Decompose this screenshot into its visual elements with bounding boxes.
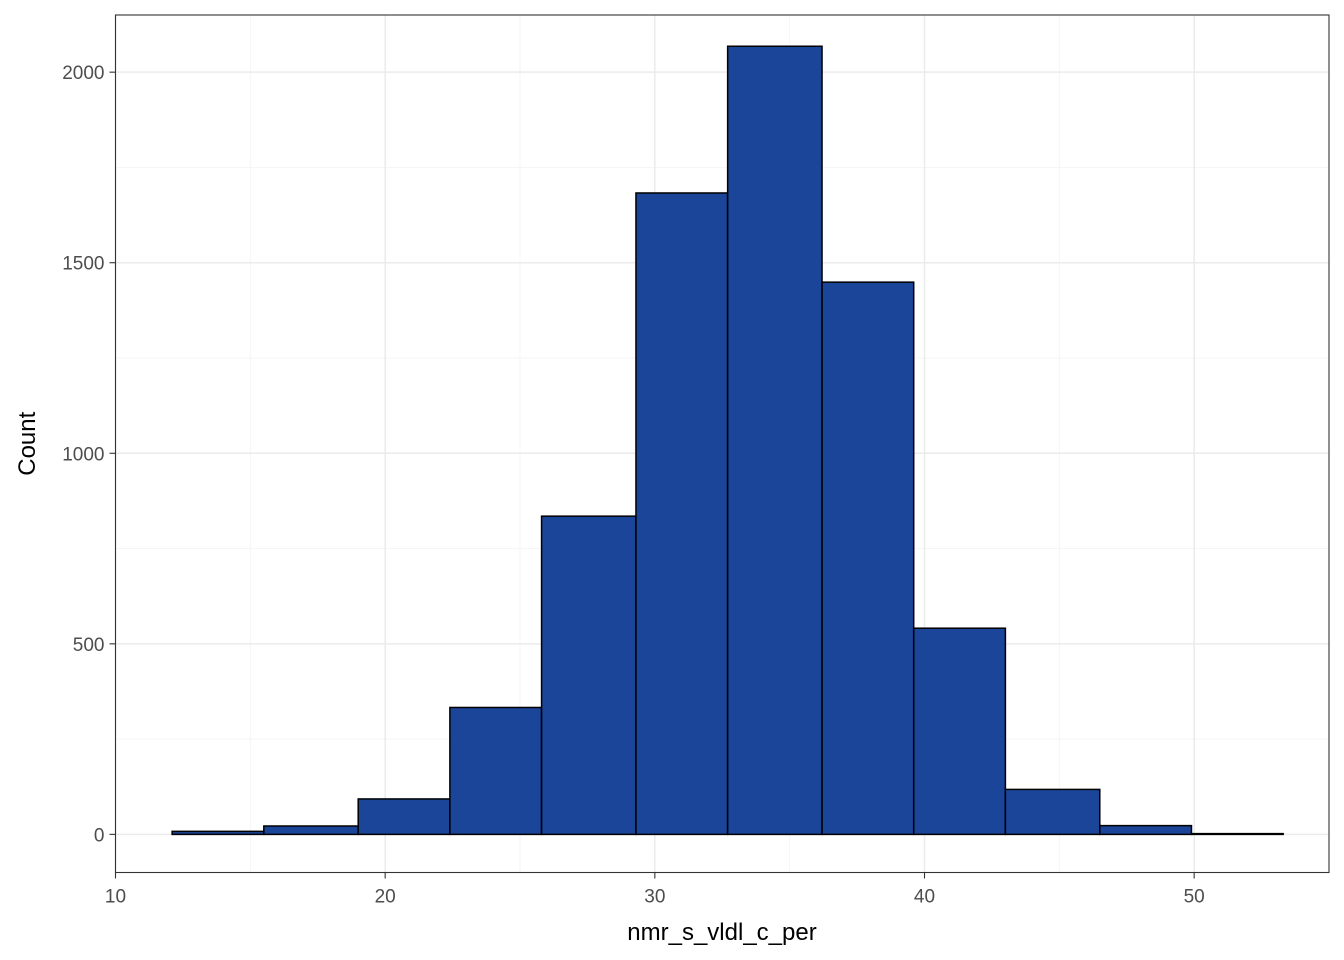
x-tick-label: 30 [644, 887, 665, 908]
histogram-bar [357, 798, 451, 836]
x-tick-label: 10 [105, 887, 126, 908]
histogram-bars [171, 45, 1284, 836]
y-tick-label: 1000 [62, 444, 104, 465]
histogram-bar [1190, 832, 1284, 836]
y-axis-ticks: 0 500 1000 1500 2000 [62, 63, 116, 846]
histogram-bar [635, 192, 729, 836]
x-axis-title: nmr_s_vldl_c_per [627, 919, 816, 946]
histogram-bar [263, 825, 359, 836]
x-axis-ticks: 10 20 30 40 50 [105, 872, 1205, 908]
y-tick-label: 0 [94, 825, 105, 846]
histogram-bar [821, 281, 915, 836]
y-tick-label: 2000 [62, 63, 104, 84]
histogram-bar [449, 706, 543, 836]
x-tick-label: 20 [375, 887, 396, 908]
histogram-bar [1004, 788, 1101, 836]
y-axis-title: Count [14, 411, 41, 475]
x-tick-label: 50 [1184, 887, 1205, 908]
histogram-bar [726, 45, 823, 836]
histogram-bar [912, 627, 1007, 836]
y-tick-label: 1500 [62, 254, 104, 275]
x-tick-label: 40 [914, 887, 935, 908]
histogram-bar [1099, 824, 1193, 836]
histogram-bar [540, 515, 637, 836]
histogram-bar [171, 830, 265, 836]
y-tick-label: 500 [73, 635, 105, 656]
plot-panel-border [114, 14, 1330, 874]
